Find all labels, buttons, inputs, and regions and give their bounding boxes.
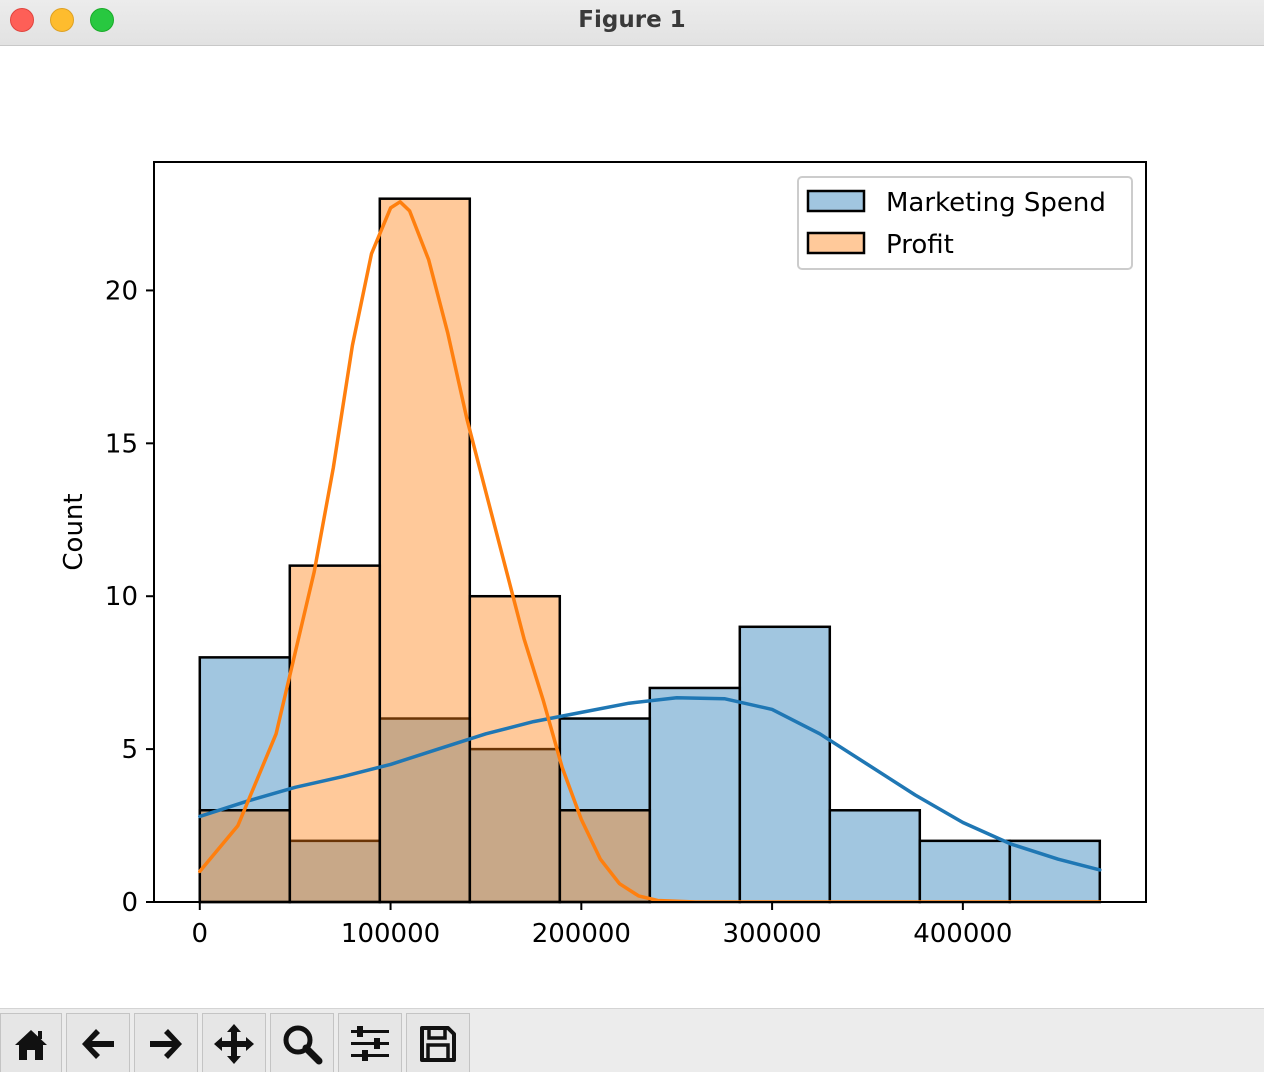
axes-frame: [153, 161, 1147, 903]
x-tick-label: 0: [192, 919, 209, 949]
back-button[interactable]: [66, 1013, 130, 1072]
x-tick-label: 100000: [341, 919, 440, 949]
figure-canvas: 0 100000 200000 300000 400000 0 5 10 15 20 Count Ma…: [0, 47, 1264, 1008]
y-tick-label: 5: [121, 735, 138, 765]
histogram-bar: [738, 625, 832, 904]
y-tick-label: 0: [121, 888, 138, 918]
navigation-toolbar: [0, 1008, 1264, 1072]
legend-label: Profit: [886, 230, 954, 260]
legend-swatch: [806, 189, 866, 213]
legend-swatch: [806, 231, 866, 255]
histogram-bar: [558, 809, 652, 904]
series-1-bars: [198, 197, 652, 904]
minimize-window-button[interactable]: [50, 8, 74, 32]
forward-arrow-icon: [150, 1028, 182, 1059]
histogram-chart: 0 100000 200000 300000 400000 0 5 10 15 20 Count Ma…: [59, 161, 1147, 949]
histogram-bar: [378, 197, 472, 904]
back-arrow-icon: [82, 1028, 114, 1059]
series-0-bars: [198, 625, 1102, 904]
histogram-bar: [468, 594, 562, 904]
zoom-magnifier-icon: [283, 1025, 323, 1064]
x-tick-label: 200000: [532, 919, 631, 949]
legend-box: [797, 176, 1133, 270]
series-0-kde-line: [198, 695, 1102, 872]
home-button[interactable]: [0, 1013, 62, 1072]
pan-move-icon: [214, 1023, 254, 1064]
pan-button[interactable]: [202, 1013, 266, 1072]
save-disk-icon: [420, 1025, 456, 1062]
configure-subplots-icon: [351, 1025, 389, 1061]
legend: Marketing Spend Profit: [797, 176, 1133, 270]
histogram-bar: [828, 809, 922, 904]
maximize-window-button[interactable]: [90, 8, 114, 32]
x-tick-label: 400000: [913, 919, 1012, 949]
window-title: Figure 1: [578, 7, 686, 33]
histogram-bar: [918, 839, 1012, 904]
x-tick-label: 300000: [722, 919, 821, 949]
home-icon: [15, 1029, 47, 1060]
configure-subplots-button[interactable]: [338, 1013, 402, 1072]
forward-button[interactable]: [134, 1013, 198, 1072]
y-tick-label: 20: [105, 276, 138, 306]
series-1-kde-line: [198, 200, 1102, 902]
title-bar: Figure 1: [0, 0, 1264, 46]
y-tick-label: 15: [105, 429, 138, 459]
y-tick-label: 10: [105, 582, 138, 612]
y-axis-label: Count: [59, 493, 89, 570]
zoom-button[interactable]: [270, 1013, 334, 1072]
histogram-bar: [648, 686, 742, 904]
histogram-bar: [1008, 839, 1102, 904]
legend-label: Marketing Spend: [886, 188, 1106, 218]
close-window-button[interactable]: [10, 8, 34, 32]
save-button[interactable]: [406, 1013, 470, 1072]
